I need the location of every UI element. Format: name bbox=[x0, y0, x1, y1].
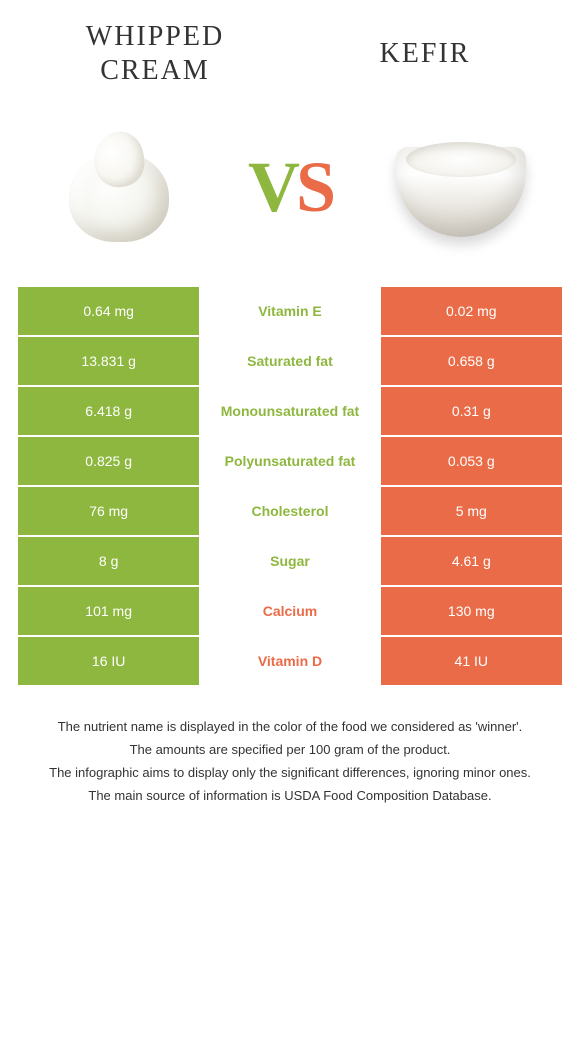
left-value: 101 mg bbox=[18, 587, 199, 635]
nutrient-label: Vitamin E bbox=[199, 287, 380, 335]
nutrient-label: Vitamin D bbox=[199, 637, 380, 685]
vs-row: VS bbox=[0, 107, 580, 287]
left-value: 6.418 g bbox=[18, 387, 199, 435]
vs-s: S bbox=[296, 147, 332, 227]
left-value: 0.825 g bbox=[18, 437, 199, 485]
right-value: 0.31 g bbox=[381, 387, 562, 435]
table-row: 101 mgCalcium130 mg bbox=[18, 587, 562, 637]
right-value: 130 mg bbox=[381, 587, 562, 635]
nutrient-label: Cholesterol bbox=[199, 487, 380, 535]
nutrient-label: Calcium bbox=[199, 587, 380, 635]
footer-line: The nutrient name is displayed in the co… bbox=[20, 717, 560, 738]
nutrient-label: Saturated fat bbox=[199, 337, 380, 385]
table-row: 8 gSugar4.61 g bbox=[18, 537, 562, 587]
nutrient-label: Polyunsaturated fat bbox=[199, 437, 380, 485]
footer-line: The main source of information is USDA F… bbox=[20, 786, 560, 807]
table-row: 0.825 gPolyunsaturated fat0.053 g bbox=[18, 437, 562, 487]
right-value: 0.053 g bbox=[381, 437, 562, 485]
nutrient-label: Sugar bbox=[199, 537, 380, 585]
comparison-table: 0.64 mgVitamin E0.02 mg13.831 gSaturated… bbox=[18, 287, 562, 687]
right-value: 0.658 g bbox=[381, 337, 562, 385]
table-row: 76 mgCholesterol5 mg bbox=[18, 487, 562, 537]
left-value: 0.64 mg bbox=[18, 287, 199, 335]
vs-v: V bbox=[248, 147, 296, 227]
right-value: 41 IU bbox=[381, 637, 562, 685]
right-value: 4.61 g bbox=[381, 537, 562, 585]
left-value: 13.831 g bbox=[18, 337, 199, 385]
right-value: 0.02 mg bbox=[381, 287, 562, 335]
footer-notes: The nutrient name is displayed in the co… bbox=[0, 687, 580, 818]
right-food-title: Kefir bbox=[325, 37, 525, 71]
kefir-image bbox=[391, 117, 531, 257]
table-row: 13.831 gSaturated fat0.658 g bbox=[18, 337, 562, 387]
left-value: 16 IU bbox=[18, 637, 199, 685]
left-value: 8 g bbox=[18, 537, 199, 585]
right-value: 5 mg bbox=[381, 487, 562, 535]
whipped-cream-image bbox=[49, 117, 189, 257]
nutrient-label: Monounsaturated fat bbox=[199, 387, 380, 435]
footer-line: The amounts are specified per 100 gram o… bbox=[20, 740, 560, 761]
left-value: 76 mg bbox=[18, 487, 199, 535]
vs-label: VS bbox=[248, 146, 332, 229]
table-row: 16 IUVitamin D41 IU bbox=[18, 637, 562, 687]
footer-line: The infographic aims to display only the… bbox=[20, 763, 560, 784]
table-row: 6.418 gMonounsaturated fat0.31 g bbox=[18, 387, 562, 437]
left-food-title: Whipped cream bbox=[55, 20, 255, 87]
header-row: Whipped cream Kefir bbox=[0, 10, 580, 107]
table-row: 0.64 mgVitamin E0.02 mg bbox=[18, 287, 562, 337]
